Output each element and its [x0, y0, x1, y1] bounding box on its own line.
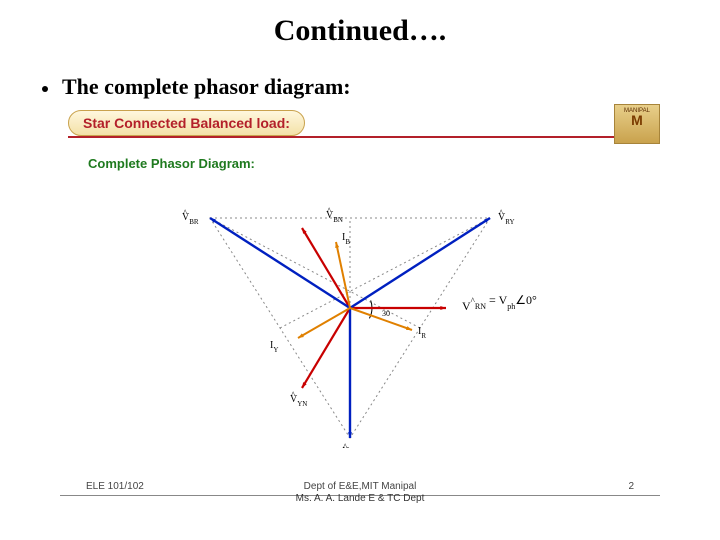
- institution-logo: MANIPAL M: [614, 104, 660, 144]
- footer-mid2: Ms. A. A. Lande E & TC Dept: [0, 493, 720, 504]
- phasor-svg: 30VYN^VBN^VRY^VBR^VYB^IRIYIBV^RN = Vph∠0…: [150, 188, 590, 448]
- banner-pill: Star Connected Balanced load:: [68, 110, 305, 136]
- svg-text:V^RN = Vph∠0°: V^RN = Vph∠0°: [462, 293, 537, 313]
- logo-m: M: [615, 114, 659, 126]
- footer-right: 2: [628, 481, 634, 492]
- slide: Continued…. The complete phasor diagram:…: [0, 0, 720, 540]
- svg-text:30: 30: [382, 309, 390, 318]
- banner-underline: [68, 136, 648, 138]
- footer-mid: Dept of E&E,MIT Manipal: [0, 481, 720, 492]
- title-text: Continued….: [274, 14, 447, 47]
- bullet-dot: [42, 86, 48, 92]
- svg-text:IY: IY: [270, 340, 278, 354]
- svg-text:IB: IB: [342, 232, 350, 246]
- bullet-text: The complete phasor diagram:: [62, 74, 351, 99]
- bullet-line: The complete phasor diagram:: [42, 74, 351, 100]
- subheading: Complete Phasor Diagram:: [88, 156, 255, 171]
- svg-text:IR: IR: [418, 326, 426, 340]
- page-title: Continued….: [0, 14, 720, 48]
- banner: Star Connected Balanced load:: [68, 110, 648, 138]
- phasor-diagram: 30VYN^VBN^VRY^VBR^VYB^IRIYIBV^RN = Vph∠0…: [150, 188, 590, 448]
